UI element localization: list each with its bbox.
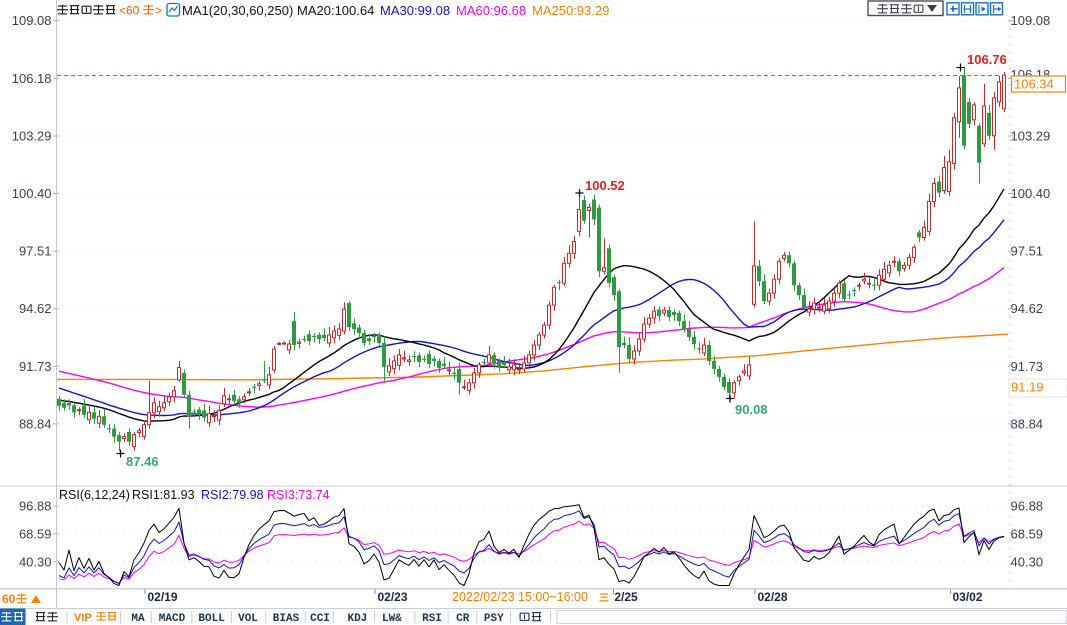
svg-text:100.52: 100.52	[585, 178, 625, 193]
svg-text:MA: MA	[131, 613, 145, 625]
svg-text:02/19: 02/19	[147, 590, 177, 604]
svg-text:02/28: 02/28	[757, 590, 787, 604]
svg-text:109.08: 109.08	[12, 13, 52, 28]
svg-text:03/02: 03/02	[952, 590, 982, 604]
svg-text:RSI: RSI	[422, 613, 442, 625]
svg-text:MA1(20,30,60,250): MA1(20,30,60,250)	[182, 3, 293, 18]
svg-text:94.62: 94.62	[19, 301, 52, 316]
svg-text:103.29: 103.29	[1011, 129, 1051, 144]
svg-text:96.88: 96.88	[19, 499, 52, 514]
svg-text:106.76: 106.76	[967, 52, 1007, 67]
svg-text:MA60:96.68: MA60:96.68	[456, 3, 526, 18]
svg-text:MA250:93.29: MA250:93.29	[532, 3, 609, 18]
svg-text:>: >	[155, 4, 162, 18]
svg-text:100.40: 100.40	[1011, 186, 1051, 201]
svg-text:BOLL: BOLL	[198, 613, 225, 625]
svg-text:91.73: 91.73	[1011, 359, 1044, 374]
svg-text:40.30: 40.30	[1011, 554, 1044, 569]
svg-text:106.34: 106.34	[1014, 77, 1054, 92]
svg-text:<60: <60	[119, 4, 140, 18]
svg-text:109.08: 109.08	[1011, 13, 1051, 28]
svg-text:97.51: 97.51	[1011, 244, 1044, 259]
svg-text:68.59: 68.59	[1011, 526, 1044, 541]
svg-text:VIP: VIP	[74, 612, 92, 624]
svg-text:91.73: 91.73	[19, 359, 52, 374]
svg-text:87.46: 87.46	[126, 454, 159, 469]
svg-text:CR: CR	[456, 613, 470, 625]
svg-text:MA20:100.64: MA20:100.64	[297, 3, 374, 18]
svg-text:96.88: 96.88	[1011, 499, 1044, 514]
svg-text:BIAS: BIAS	[273, 613, 300, 625]
svg-text:RSI2:79.98: RSI2:79.98	[201, 488, 264, 502]
svg-text:02/23: 02/23	[377, 590, 407, 604]
svg-text:97.51: 97.51	[19, 244, 52, 259]
svg-text:LW&: LW&	[382, 613, 402, 625]
svg-text:CCI: CCI	[310, 613, 330, 625]
svg-text:PSY: PSY	[484, 613, 504, 625]
svg-text:88.84: 88.84	[19, 416, 52, 431]
svg-text:RSI(6,12,24): RSI(6,12,24)	[59, 488, 130, 502]
svg-text:2/25: 2/25	[614, 590, 638, 604]
svg-text:88.84: 88.84	[1011, 416, 1044, 431]
svg-text:RSI3:73.74: RSI3:73.74	[267, 488, 330, 502]
svg-text:RSI1:81.93: RSI1:81.93	[132, 488, 195, 502]
svg-text:KDJ: KDJ	[347, 613, 367, 625]
svg-text:2022/02/23 15:00~16:00: 2022/02/23 15:00~16:00	[452, 590, 588, 604]
svg-text:40.30: 40.30	[19, 554, 52, 569]
svg-text:MACD: MACD	[159, 613, 186, 625]
svg-text:106.18: 106.18	[12, 71, 52, 86]
svg-text:VOL: VOL	[238, 613, 258, 625]
svg-text:60: 60	[2, 592, 16, 606]
svg-text:91.19: 91.19	[1011, 380, 1044, 395]
svg-text:MA30:99.08: MA30:99.08	[380, 3, 450, 18]
svg-text:103.29: 103.29	[12, 129, 52, 144]
svg-text:94.62: 94.62	[1011, 301, 1044, 316]
svg-text:68.59: 68.59	[19, 526, 52, 541]
svg-text:90.08: 90.08	[735, 402, 768, 417]
svg-text:100.40: 100.40	[12, 186, 52, 201]
